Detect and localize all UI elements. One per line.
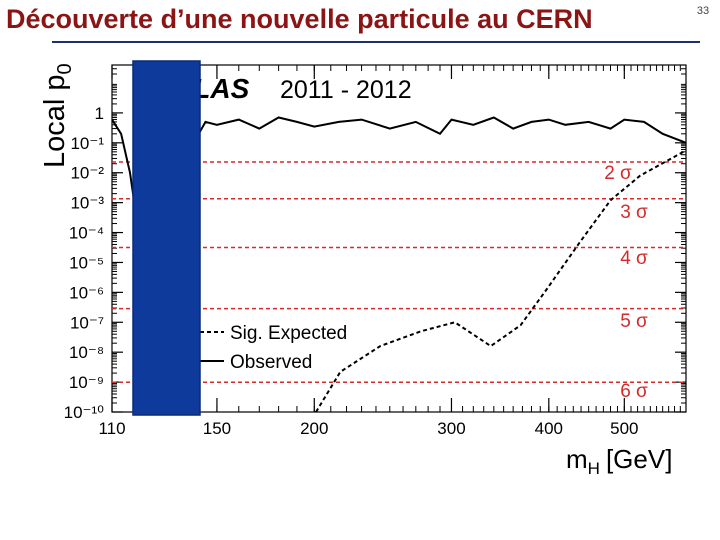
legend-label: Observed (230, 352, 312, 373)
x-tick-label: 400 (535, 419, 563, 438)
sigma-label: 5 σ (620, 311, 648, 332)
legend-label: Sig. Expected (230, 323, 347, 344)
slide-number: 33 (697, 5, 709, 17)
y-axis-label-sub: 0 (54, 63, 76, 74)
x-tick-label: 300 (437, 419, 465, 438)
sigma-label: 2 σ (604, 163, 632, 184)
y-tick-label: 1 (95, 104, 104, 123)
y-axis-label: Local p0 (39, 63, 76, 168)
y-tick-label: 10⁻⁹ (69, 373, 104, 392)
x-tick-label: 500 (610, 419, 638, 438)
y-tick-label: 10⁻¹⁰ (64, 403, 105, 422)
slide-title: Découverte d’une nouvelle particule au C… (6, 4, 593, 34)
x-tick-label: 150 (203, 419, 231, 438)
x-axis-label-sub: H (588, 459, 600, 478)
y-axis-label-main: Local p (39, 74, 71, 168)
y-tick-label: 10⁻⁷ (70, 313, 104, 332)
sigma-label: 4 σ (620, 248, 648, 269)
x-axis-label-main: m (566, 444, 588, 474)
overlay-box (132, 60, 201, 416)
y-tick-label: 10⁻⁶ (69, 283, 104, 302)
y-tick-label: 10⁻² (70, 164, 104, 183)
y-tick-label: 10⁻¹ (70, 134, 104, 153)
y-tick-label: 10⁻⁴ (69, 224, 104, 243)
x-axis-label: mH [GeV] (566, 444, 672, 478)
y-tick-label: 10⁻⁸ (69, 343, 104, 362)
period-label: 2011 - 2012 (280, 76, 412, 104)
y-tick-label: 10⁻³ (70, 194, 104, 213)
sigma-label: 3 σ (620, 202, 648, 223)
x-tick-label: 200 (300, 419, 328, 438)
y-tick-label: 10⁻⁵ (69, 253, 104, 272)
x-axis-label-unit: [GeV] (606, 444, 672, 474)
sigma-label: 6 σ (620, 381, 648, 402)
x-tick-label: 110 (98, 419, 125, 438)
series-line (315, 149, 686, 412)
plot-frame (111, 64, 687, 413)
